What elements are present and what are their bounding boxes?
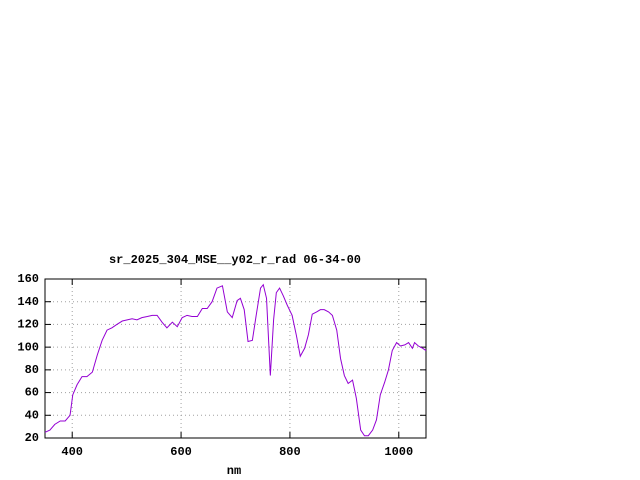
y-tick-label: 140 xyxy=(17,295,39,309)
y-tick-label: 40 xyxy=(25,408,39,422)
x-tick-label: 1000 xyxy=(384,445,413,459)
x-tick-label: 800 xyxy=(279,445,301,459)
y-tick-label: 120 xyxy=(17,318,39,332)
x-tick-label: 400 xyxy=(61,445,83,459)
x-axis-label: nm xyxy=(227,464,241,478)
x-tick-label: 600 xyxy=(170,445,192,459)
plot-frame xyxy=(44,278,427,439)
y-tick-label: 100 xyxy=(17,340,39,354)
y-tick-label: 60 xyxy=(25,386,39,400)
y-tick-label: 160 xyxy=(17,272,39,286)
chart-title: sr_2025_304_MSE__y02_r_rad 06-34-00 xyxy=(109,253,361,267)
y-tick-label: 20 xyxy=(25,431,39,445)
data-line xyxy=(44,283,427,437)
y-tick-label: 80 xyxy=(25,363,39,377)
